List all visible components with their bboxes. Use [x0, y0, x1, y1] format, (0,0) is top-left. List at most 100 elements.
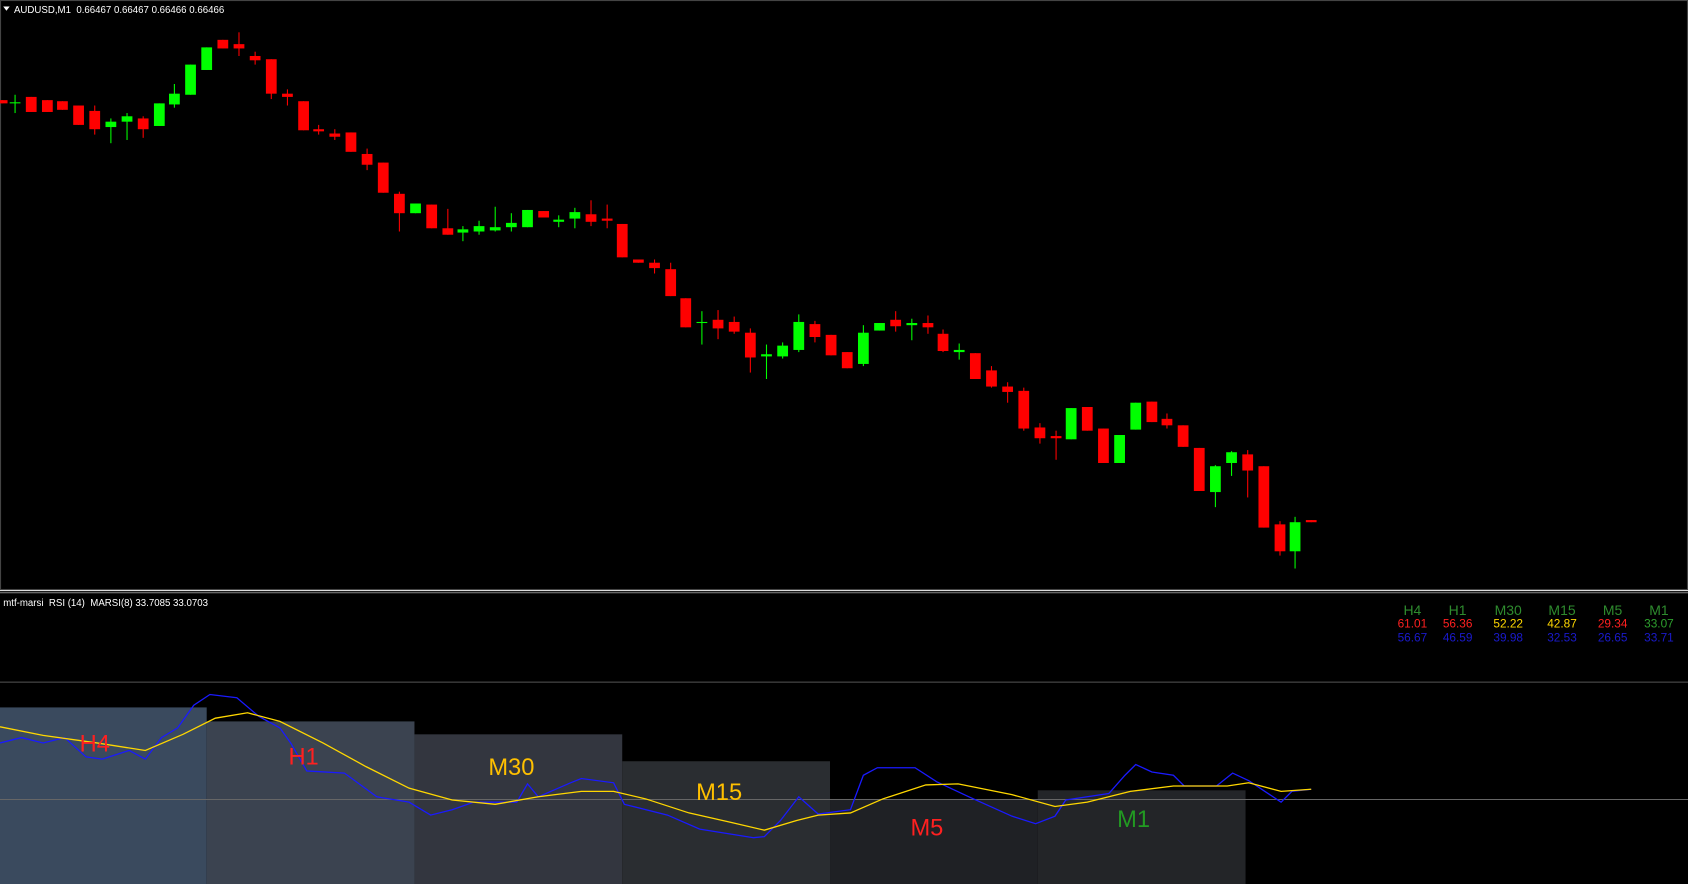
candle	[377, 162, 389, 193]
candle-body	[793, 321, 805, 350]
candle-body	[185, 64, 196, 95]
candle-body	[329, 133, 341, 137]
candle	[57, 101, 68, 110]
candle-body	[922, 323, 934, 328]
candle	[105, 118, 117, 144]
candle	[777, 342, 789, 359]
candle-body	[665, 269, 677, 297]
candle	[522, 209, 533, 228]
candle-body	[1098, 428, 1109, 463]
candle-body	[616, 223, 628, 258]
candle-body	[73, 105, 84, 125]
zone-label: M1	[1117, 807, 1150, 833]
candle	[345, 132, 357, 152]
candle-body	[105, 121, 117, 128]
candle	[1177, 425, 1189, 447]
candle-body	[505, 222, 517, 228]
candle-body	[633, 259, 644, 263]
menu-triangle[interactable]	[3, 6, 10, 11]
candle-body	[489, 227, 501, 231]
zone-box	[414, 734, 623, 884]
candle-body	[777, 345, 789, 357]
marsi-value: 46.59	[1443, 631, 1473, 645]
candle-body	[426, 204, 438, 229]
candle	[1274, 521, 1286, 556]
rsi-value: 29.34	[1598, 617, 1628, 631]
timeframe-header: M15	[1548, 602, 1575, 618]
candle	[298, 101, 309, 131]
candle-body	[9, 102, 21, 104]
candle-body	[1050, 436, 1062, 439]
candle-body	[969, 353, 981, 380]
candle-body	[728, 321, 740, 332]
candle	[1065, 408, 1077, 440]
candle-body	[298, 101, 309, 131]
candle	[857, 325, 869, 367]
candle	[1130, 402, 1142, 430]
candle	[201, 47, 213, 70]
candle-body	[553, 219, 565, 222]
candle-body	[1305, 520, 1317, 523]
candle-body	[986, 370, 997, 387]
candle-body	[457, 229, 469, 233]
candle	[761, 344, 772, 380]
candle	[1146, 401, 1158, 423]
candle	[121, 113, 133, 140]
candle	[712, 310, 724, 340]
zone-label: H4	[80, 732, 110, 758]
candle	[185, 64, 196, 95]
candle-body	[249, 55, 261, 61]
zone-box	[206, 721, 415, 884]
candle-body	[1258, 466, 1270, 528]
indicator-label: mtf-marsi RSI (14) MARSI(8) 33.7085 33.0…	[3, 598, 208, 609]
candle-body	[1210, 466, 1221, 493]
candle-body	[906, 323, 918, 326]
candle	[1081, 407, 1093, 431]
zone-labels: H4 H1 M30 M15 M5 M1	[80, 732, 1150, 842]
candle-body	[410, 203, 421, 214]
candle	[1050, 430, 1062, 460]
candle-body	[680, 298, 692, 328]
candle-body	[473, 226, 485, 232]
marsi-value: 56.67	[1398, 631, 1428, 645]
candle-body	[649, 262, 660, 269]
candle	[426, 204, 438, 229]
marsi-value: 39.98	[1493, 631, 1523, 645]
candle	[922, 315, 934, 334]
candle-body	[121, 116, 133, 122]
candle	[649, 259, 660, 274]
candle-body	[89, 110, 101, 130]
zone-box	[0, 707, 207, 884]
candle	[665, 262, 677, 297]
timeframe-header: M5	[1603, 602, 1623, 618]
candle	[841, 352, 853, 369]
candle-body	[696, 321, 708, 324]
candle-body	[57, 101, 68, 110]
candle	[1258, 466, 1270, 528]
candle	[329, 129, 341, 140]
timeframe-header: H1	[1449, 602, 1467, 618]
candle	[25, 96, 37, 112]
rsi-value: 33.07	[1644, 617, 1674, 631]
timeframe-header: M30	[1495, 602, 1522, 618]
candle	[728, 316, 740, 334]
candle-body	[265, 59, 277, 94]
candle	[217, 39, 229, 49]
candle	[953, 343, 965, 360]
candle-body	[1161, 418, 1173, 426]
candle	[1289, 516, 1301, 569]
candle-body	[522, 209, 533, 228]
candle	[937, 329, 949, 353]
candle	[89, 105, 101, 135]
candle-body	[601, 218, 613, 221]
candle-body	[1034, 427, 1046, 439]
marsi-value: 33.71	[1644, 631, 1674, 645]
zone-label: M15	[696, 780, 742, 806]
candle	[9, 94, 21, 114]
candle	[169, 83, 180, 108]
candle	[793, 314, 805, 353]
candle	[313, 124, 325, 135]
